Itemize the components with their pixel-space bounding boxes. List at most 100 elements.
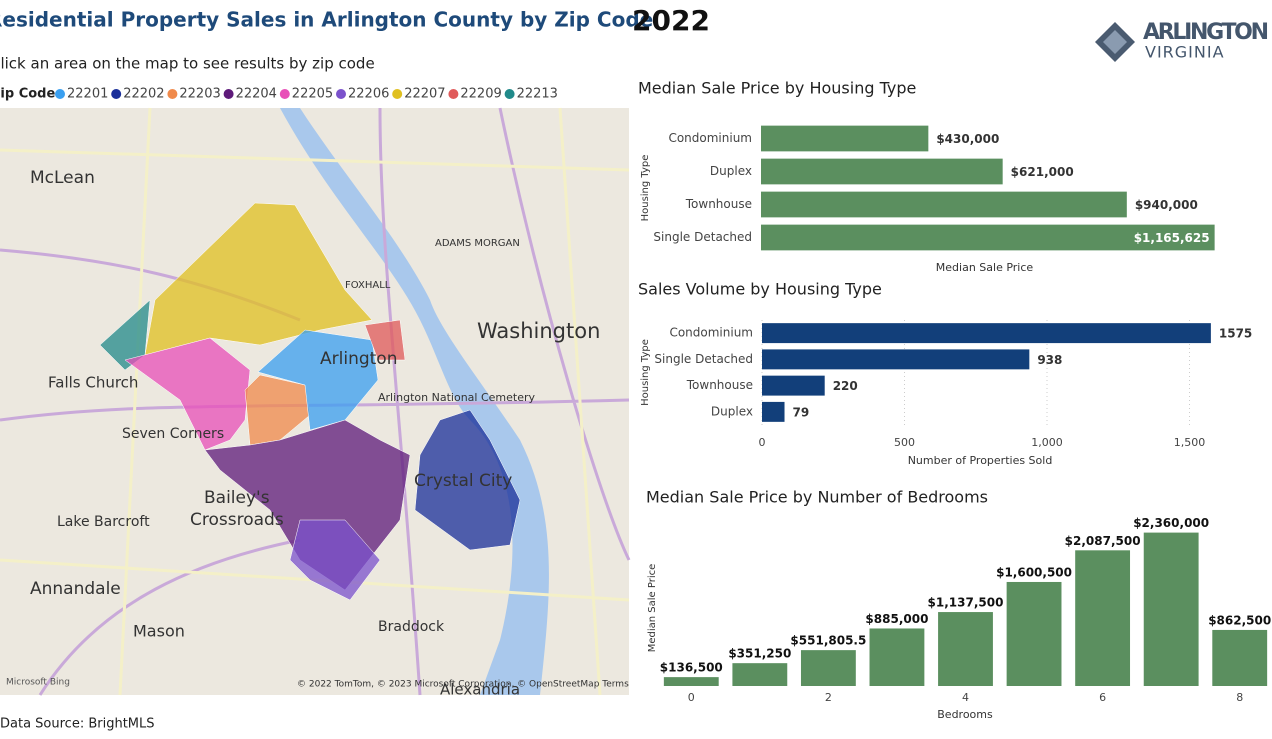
x-tick-label: 2 (825, 691, 832, 704)
legend-label: 22203 (179, 87, 220, 102)
map-label: Lake Barcroft (57, 514, 150, 530)
zip-area[interactable] (364, 319, 406, 361)
value-label: $2,360,000 (1133, 516, 1209, 530)
bar (663, 677, 719, 686)
x-tick-label: 6 (1099, 691, 1106, 704)
legend-swatch (279, 89, 290, 99)
legend-swatch (167, 89, 178, 99)
bar (732, 663, 788, 686)
y-tick-label: Townhouse (686, 378, 753, 392)
value-label: $1,165,625 (1134, 231, 1210, 245)
y-tick-label: Townhouse (685, 197, 752, 211)
value-label: $1,137,500 (928, 596, 1004, 610)
map-label: Bailey's (204, 488, 270, 508)
x-tick-label: 4 (962, 691, 969, 704)
map-label: McLean (30, 168, 95, 188)
value-label: 1575 (1219, 327, 1252, 341)
y-tick-label: Condominium (669, 326, 753, 340)
map-label: ADAMS MORGAN (435, 238, 520, 249)
value-label: $862,500 (1208, 613, 1271, 627)
zip-area[interactable] (124, 337, 251, 451)
map-label: Arlington (320, 349, 397, 369)
year: 2022 (632, 4, 710, 37)
legend-label: 22205 (292, 87, 333, 102)
instruction: Click an area on the map to see results … (0, 55, 375, 73)
legend-title: Zip Code (0, 87, 55, 102)
map-credit: © 2022 TomTom, © 2023 Microsoft Corporat… (297, 680, 629, 690)
logo-mark (1103, 30, 1127, 54)
legend-label: 22209 (460, 87, 501, 102)
value-label: $551,805.5 (790, 634, 866, 648)
bar (762, 349, 1030, 370)
map-label: Seven Corners (122, 426, 224, 442)
x-tick-label: 1,000 (1031, 436, 1063, 449)
x-tick-label: 1,500 (1174, 436, 1206, 449)
map-label: Falls Church (48, 374, 138, 392)
legend-label: 22213 (517, 87, 558, 102)
x-tick-label: 8 (1236, 691, 1243, 704)
x-axis-label: Median Sale Price (936, 261, 1034, 274)
bar (1212, 629, 1268, 686)
legend-swatch (336, 89, 346, 99)
zip-area[interactable] (144, 202, 373, 356)
y-tick-label: Duplex (711, 404, 753, 418)
legend-swatch (223, 89, 234, 99)
zip-area[interactable] (414, 409, 521, 551)
bar (761, 125, 929, 152)
value-label: $885,000 (865, 612, 928, 626)
y-tick-label: Duplex (710, 164, 752, 178)
chart-title: Sales Volume by Housing Type (638, 280, 882, 299)
zip-area[interactable] (257, 329, 379, 431)
zip-area[interactable] (289, 519, 381, 601)
y-axis-label: Housing Type (640, 155, 651, 222)
map-label: Crossroads (190, 510, 284, 530)
value-label: 938 (1037, 353, 1062, 367)
bar (1143, 532, 1199, 686)
x-tick-label: 0 (688, 691, 695, 704)
map-label: Braddock (378, 619, 445, 635)
value-label: $621,000 (1011, 165, 1074, 179)
legend-swatch (504, 89, 515, 99)
y-tick-label: Single Detached (654, 352, 753, 366)
bar (938, 612, 993, 686)
value-label: 220 (833, 379, 858, 393)
logo: ARLINGTON VIRGINIA (1095, 20, 1269, 62)
bar (1006, 581, 1062, 686)
logo-text: ARLINGTON (1143, 20, 1269, 45)
map-label: Mason (133, 622, 185, 641)
legend-swatch (392, 89, 403, 99)
legend-label: 22207 (404, 87, 445, 102)
value-label: $2,087,500 (1065, 534, 1141, 548)
map-label: Alexandria (440, 681, 520, 699)
legend-swatch (55, 89, 65, 99)
data-source: Data Source: BrightMLS (0, 717, 155, 732)
y-axis-label: Median Sale Price (647, 564, 658, 653)
bar (762, 401, 785, 422)
x-tick-label: 0 (759, 436, 766, 449)
y-axis-label: Housing Type (640, 339, 651, 406)
bar (869, 628, 925, 686)
map-label: Arlington National Cemetery (378, 391, 535, 404)
chart-title: Median Sale Price by Number of Bedrooms (646, 488, 988, 507)
bar (762, 323, 1211, 344)
river (280, 108, 549, 695)
legend-label: 22201 (67, 87, 108, 102)
value-label: 79 (793, 405, 810, 419)
legend-label: 22204 (236, 87, 277, 102)
bar (762, 375, 825, 396)
value-label: $136,500 (660, 661, 723, 675)
bar (761, 191, 1127, 218)
map-label: Annandale (30, 579, 121, 599)
logo-text: VIRGINIA (1145, 43, 1225, 62)
value-label: $430,000 (936, 132, 999, 146)
y-tick-label: Condominium (668, 131, 752, 145)
chart-title: Median Sale Price by Housing Type (638, 79, 916, 98)
map-brand: Microsoft Bing (6, 678, 70, 688)
map[interactable] (0, 107, 631, 696)
legend-swatch (448, 89, 459, 99)
map-label: Crystal City (414, 471, 512, 491)
legend-label: 22206 (348, 87, 389, 102)
value-label: $940,000 (1135, 198, 1198, 212)
bar (761, 158, 1003, 185)
